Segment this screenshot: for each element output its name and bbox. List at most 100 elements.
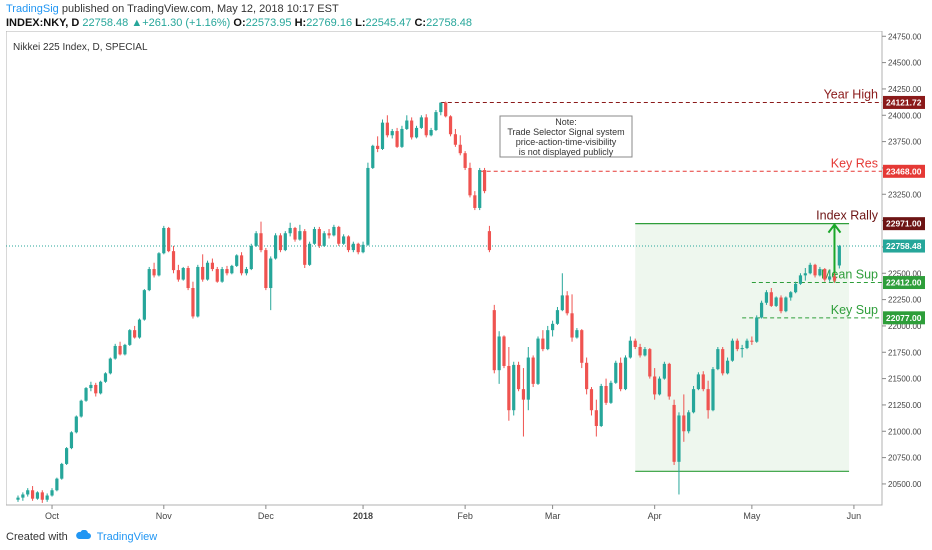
- candle-body: [230, 265, 234, 274]
- candle-body: [609, 382, 613, 403]
- chart-title: Nikkei 225 Index, D, SPECIAL: [13, 42, 148, 53]
- candle-body: [798, 275, 803, 284]
- candle-body: [103, 373, 108, 382]
- candlestick-chart[interactable]: Nikkei 225 Index, D, SPECIAL 20500.00 207…: [5, 30, 926, 525]
- candle-body: [278, 235, 283, 251]
- candle-body: [312, 229, 317, 244]
- y-tick-label: 24750.00: [888, 32, 922, 41]
- candle-body: [439, 102, 443, 113]
- candle-body: [65, 448, 69, 464]
- candle-body: [128, 330, 132, 345]
- candle-body: [832, 276, 837, 281]
- y-tick-label: 23250.00: [888, 190, 922, 199]
- candle-body: [244, 269, 249, 274]
- x-tick-label: Feb: [457, 511, 473, 521]
- candle-body: [623, 357, 628, 390]
- level-label: Key Sup: [831, 303, 878, 317]
- change-up-icon: ▲: [131, 17, 143, 29]
- price-value: 22758.48: [82, 17, 129, 29]
- low-label: L:: [355, 17, 366, 29]
- current-price-tag: [883, 239, 925, 253]
- candle-body: [818, 269, 822, 276]
- candle-body: [458, 144, 462, 154]
- note-box: Note: Trade Selector Signal system price…: [499, 115, 633, 158]
- note-line: price-action-time-visibility: [516, 137, 617, 147]
- candle-body: [385, 122, 389, 136]
- candle-body: [521, 389, 526, 400]
- x-tick-label: Dec: [258, 511, 275, 521]
- candle-body: [594, 410, 598, 426]
- author-link[interactable]: TradingSig: [6, 3, 59, 15]
- candle-body: [414, 127, 419, 138]
- change-value: +261.30 (+1.16%): [142, 17, 231, 29]
- candle-body: [273, 235, 278, 259]
- candle-body: [444, 102, 448, 117]
- candle-body: [332, 226, 336, 236]
- candle-body: [429, 130, 433, 136]
- candle-body: [133, 330, 137, 338]
- candle-body: [45, 495, 49, 500]
- chart-area[interactable]: Nikkei 225 Index, D, SPECIAL 20500.00 207…: [5, 30, 926, 525]
- candle-body: [147, 269, 151, 291]
- candle-body: [108, 358, 112, 374]
- candle-body: [118, 345, 122, 355]
- candle-body: [735, 340, 739, 350]
- candle-body: [371, 145, 375, 168]
- level-price-tag: [883, 276, 925, 290]
- candle-body: [400, 128, 404, 147]
- level-price-label: 24121.72: [886, 97, 922, 107]
- candle-body: [696, 374, 700, 390]
- candle-body: [205, 262, 210, 280]
- candle-body: [40, 492, 44, 500]
- candle-body: [565, 295, 569, 314]
- candle-body: [220, 269, 224, 282]
- candle-body: [152, 269, 156, 276]
- candle-body: [94, 384, 98, 394]
- candle-body: [823, 269, 827, 280]
- candle-body: [308, 243, 312, 265]
- candle-body: [813, 264, 817, 276]
- candle-body: [599, 385, 603, 426]
- candle-body: [16, 497, 20, 500]
- candle-body: [633, 340, 637, 347]
- candle-body: [570, 313, 574, 338]
- candle-body: [55, 478, 59, 491]
- candle-body: [774, 297, 778, 306]
- candle-body: [239, 255, 244, 274]
- candle-body: [784, 297, 788, 312]
- candle-body: [667, 363, 671, 397]
- candle-body: [142, 290, 146, 320]
- candle-body: [701, 374, 705, 390]
- candle-body: [604, 385, 608, 403]
- candle-body: [74, 416, 78, 433]
- candle-body: [463, 153, 467, 168]
- candle-body: [84, 388, 88, 401]
- candle-body: [755, 317, 759, 342]
- candle-body: [157, 253, 161, 276]
- candle-body: [541, 338, 545, 350]
- candle-body: [79, 400, 83, 417]
- candle-body: [764, 292, 769, 303]
- y-tick-label: 22250.00: [888, 296, 922, 305]
- candle-body: [779, 297, 783, 312]
- high-label: H:: [294, 17, 307, 29]
- candle-body: [225, 269, 229, 274]
- level-price-label: 22077.00: [886, 313, 922, 323]
- candle-body: [482, 170, 487, 192]
- candle-body: [181, 268, 185, 280]
- candle-body: [682, 415, 686, 432]
- candle-body: [648, 349, 652, 377]
- candle-body: [725, 360, 730, 374]
- candle-body: [424, 117, 428, 136]
- tradingview-link[interactable]: TradingView: [96, 531, 158, 543]
- candle-body: [50, 490, 54, 496]
- candle-body: [614, 362, 618, 383]
- candle-body: [759, 302, 764, 318]
- candle-body: [628, 340, 632, 358]
- level-label: Year High: [824, 87, 878, 101]
- symbol-label: INDEX:NKY, D: [6, 17, 80, 29]
- candle-body: [171, 251, 176, 271]
- candle-body: [711, 369, 715, 411]
- y-tick-label: 22000.00: [888, 322, 922, 331]
- candle-body: [497, 336, 501, 371]
